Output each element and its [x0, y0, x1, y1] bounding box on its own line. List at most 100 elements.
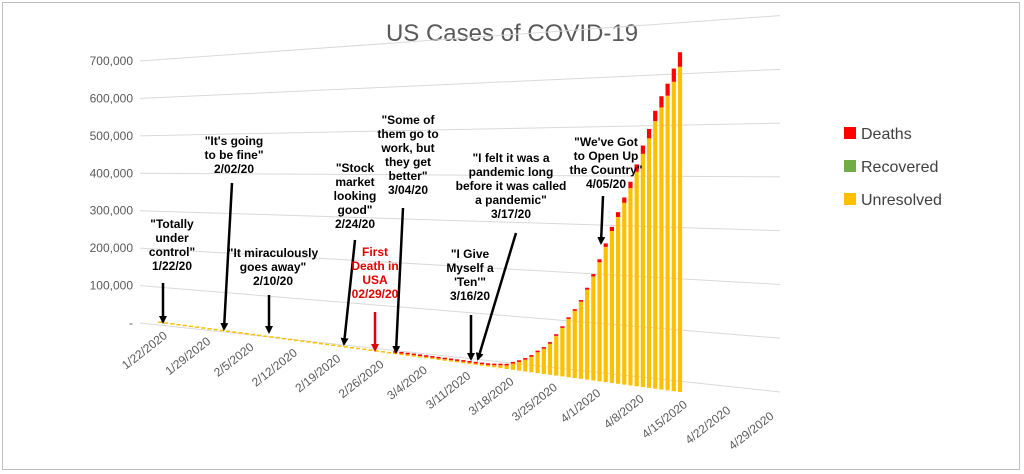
- deaths-bar-segment: [634, 164, 639, 172]
- legend-swatch: [844, 160, 856, 172]
- unresolved-bar-segment: [473, 363, 478, 365]
- unresolved-bar-segment: [516, 361, 522, 371]
- y-tick-label: 200,000: [90, 241, 134, 255]
- unresolved-bar-segment: [393, 352, 398, 355]
- annotation-arrow: [220, 182, 234, 331]
- deaths-bar-segment: [467, 360, 472, 363]
- deaths-bar-segment: [659, 96, 664, 108]
- annotation-label: "I Give Myself a 'Ten'" 3/16/20: [446, 247, 494, 303]
- deaths-bar-segment: [603, 243, 608, 247]
- x-tick-label: 1/22/2020: [119, 328, 170, 372]
- gridline: [139, 210, 781, 232]
- unresolved-bar-segment: [263, 335, 268, 337]
- y-tick-label: 400,000: [90, 166, 134, 180]
- deaths-bar-segment: [479, 362, 485, 365]
- unresolved-bar-segment: [399, 353, 404, 356]
- unresolved-bar-segment: [492, 365, 497, 368]
- deaths-bar-segment: [578, 300, 584, 302]
- deaths-bar-segment: [646, 128, 652, 139]
- gridlines: [139, 15, 781, 393]
- unresolved-bar-segment: [411, 355, 416, 357]
- gridline: [139, 15, 781, 62]
- annotation-arrows: [159, 182, 606, 361]
- annotation-arrow: [475, 232, 518, 361]
- y-tick-label: 300,000: [90, 204, 134, 218]
- x-tick-label: 4/8/2020: [601, 391, 647, 431]
- unresolved-bar-segment: [325, 343, 330, 346]
- unresolved-bar-segment: [659, 107, 664, 390]
- deaths-bar-segment: [424, 355, 429, 357]
- deaths-bar-segment: [442, 357, 447, 360]
- unresolved-bar-segment: [281, 337, 286, 340]
- annotation-label: "It miraculously goes away" 2/10/20: [228, 246, 319, 288]
- deaths-bar-segment: [541, 347, 546, 349]
- deaths-bar-segment: [430, 356, 435, 358]
- unresolved-bar-segment: [306, 341, 311, 343]
- legend-swatch: [844, 127, 856, 139]
- deaths-bar-segment: [572, 309, 577, 311]
- deaths-bar-segment: [677, 52, 683, 67]
- unresolved-bar-segment: [337, 345, 342, 347]
- unresolved-bar-segment: [164, 322, 169, 324]
- annotation-label: "Totally under control" 1/22/20: [149, 217, 195, 273]
- unresolved-bar-segment: [504, 365, 509, 369]
- deaths-bar-segment: [615, 212, 621, 217]
- y-tick-label: 500,000: [90, 129, 134, 143]
- unresolved-bar-segment: [269, 336, 274, 338]
- deaths-bar-segment: [455, 359, 460, 361]
- annotation-arrow: [597, 195, 606, 245]
- unresolved-bar-segment: [430, 357, 435, 360]
- deaths-bar-segment: [498, 363, 503, 366]
- unresolved-bar-segment: [677, 66, 683, 392]
- x-tick-label: 3/25/2020: [509, 380, 560, 424]
- unresolved-bar-segment: [225, 330, 231, 333]
- x-tick-label: 3/4/2020: [384, 363, 430, 403]
- deaths-bar-segment: [473, 361, 478, 364]
- unresolved-bar-segment: [510, 363, 515, 370]
- x-tick-label: 2/5/2020: [211, 340, 257, 380]
- unresolved-bar-segment: [622, 202, 627, 385]
- deaths-bar-segment: [653, 110, 658, 122]
- unresolved-bar-segment: [374, 350, 379, 352]
- y-axis-ticks: - 100,000 200,000 300,000 400,000 500,000 600,…: [90, 54, 134, 330]
- legend: Deaths Recovered Unresolved: [844, 126, 942, 209]
- deaths-bar-segment: [523, 358, 528, 360]
- unresolved-bar-segment: [498, 365, 503, 369]
- unresolved-bar-segment: [634, 171, 639, 387]
- x-tick-label: 4/22/2020: [682, 403, 733, 447]
- unresolved-bar-segment: [609, 230, 615, 383]
- deaths-bar-segment: [554, 334, 559, 336]
- deaths-bar-segment: [529, 355, 534, 357]
- unresolved-bar-segment: [417, 356, 423, 358]
- deaths-bar-segment: [665, 83, 670, 96]
- annotation-arrow: [340, 239, 357, 346]
- unresolved-bar-segment: [448, 360, 454, 362]
- unresolved-bar-segment: [529, 356, 534, 373]
- unresolved-bar-segment: [157, 321, 163, 323]
- deaths-bar-segment: [628, 181, 633, 189]
- y-tick-label: 100,000: [90, 279, 134, 293]
- annotation-label: "Stock market looking good" 2/24/20: [334, 161, 377, 231]
- unresolved-bar-segment: [628, 188, 633, 386]
- unresolved-bar-segment: [386, 351, 392, 354]
- bars: [157, 52, 683, 392]
- deaths-bar-segment: [516, 360, 522, 362]
- unresolved-bar-segment: [355, 347, 361, 350]
- unresolved-bar-segment: [349, 346, 355, 349]
- unresolved-bar-segment: [436, 358, 441, 360]
- unresolved-bar-segment: [560, 327, 565, 377]
- annotation-label: "Some of them go to work, but they get bette…: [377, 113, 438, 197]
- x-tick-label: 1/29/2020: [162, 334, 213, 378]
- unresolved-bar-segment: [442, 359, 447, 361]
- deaths-bar-segment: [535, 350, 540, 353]
- unresolved-bar-segment: [343, 346, 348, 348]
- deaths-bar-segment: [504, 363, 509, 366]
- x-tick-label: 4/15/2020: [639, 397, 690, 441]
- unresolved-bar-segment: [219, 329, 225, 332]
- legend-label: Deaths: [861, 126, 912, 143]
- unresolved-bar-segment: [201, 327, 206, 329]
- annotation-arrow: [392, 207, 405, 354]
- deaths-bar-segment: [585, 287, 590, 290]
- unresolved-bar-segment: [256, 334, 262, 337]
